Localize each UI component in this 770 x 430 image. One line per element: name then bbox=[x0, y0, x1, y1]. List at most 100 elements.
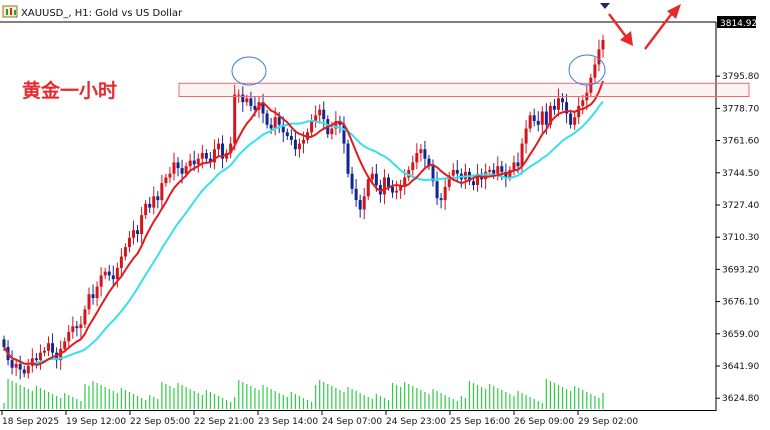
candle-body bbox=[172, 162, 176, 174]
candle bbox=[293, 130, 297, 157]
candle bbox=[217, 138, 221, 158]
candle bbox=[123, 243, 127, 261]
candle bbox=[18, 355, 22, 380]
candle bbox=[366, 175, 370, 201]
arrow-up-head bbox=[667, 4, 681, 19]
x-tick-label: 18 Sep 2025 bbox=[2, 417, 59, 427]
x-tick-label: 23 Sep 14:00 bbox=[258, 417, 318, 427]
candle-body bbox=[334, 120, 338, 129]
candle bbox=[342, 116, 346, 154]
candle-body bbox=[208, 158, 212, 163]
candle bbox=[127, 230, 131, 253]
candle-body bbox=[330, 128, 334, 135]
candle-body bbox=[26, 365, 30, 374]
candle-body bbox=[63, 341, 67, 349]
x-tick-label: 19 Sep 12:00 bbox=[66, 417, 126, 427]
candle bbox=[204, 149, 208, 163]
candle-body bbox=[492, 169, 496, 174]
annotation-text: 黄金一小时 bbox=[22, 79, 117, 102]
candle-body bbox=[528, 115, 532, 129]
x-tick-label: 29 Sep 02:00 bbox=[578, 417, 638, 427]
candle-body bbox=[407, 169, 411, 178]
candle-body bbox=[176, 162, 180, 169]
candle bbox=[415, 143, 419, 170]
candle bbox=[229, 136, 233, 159]
candle bbox=[354, 178, 358, 207]
candlesticks bbox=[2, 34, 605, 380]
candle-body bbox=[500, 166, 504, 172]
candle bbox=[241, 86, 245, 112]
x-tick-label: 24 Sep 23:00 bbox=[386, 417, 446, 427]
candle bbox=[59, 340, 63, 370]
candle-body bbox=[30, 358, 34, 366]
candle bbox=[14, 358, 18, 376]
candle-body bbox=[597, 49, 601, 65]
candle-body bbox=[314, 115, 318, 121]
candle bbox=[314, 105, 318, 128]
candle bbox=[480, 168, 484, 188]
candle-body bbox=[38, 352, 42, 361]
candle-body bbox=[536, 120, 540, 125]
candle bbox=[87, 287, 91, 315]
candle bbox=[431, 159, 435, 187]
candle bbox=[148, 197, 152, 213]
candle-body bbox=[471, 181, 475, 186]
candle bbox=[447, 171, 451, 191]
candle-body bbox=[200, 153, 204, 159]
candle-body bbox=[2, 339, 6, 347]
volume-bars bbox=[3, 379, 604, 409]
candle-body bbox=[289, 136, 293, 140]
candle-body bbox=[589, 77, 593, 93]
candle-body bbox=[524, 128, 528, 144]
candle-body bbox=[229, 143, 233, 154]
candle-body bbox=[520, 143, 524, 167]
candle-body bbox=[544, 111, 548, 125]
candle bbox=[140, 206, 144, 244]
candle-body bbox=[152, 196, 156, 208]
y-tick-label: 3744.50 bbox=[722, 169, 759, 179]
candle-body bbox=[184, 166, 188, 174]
candle-body bbox=[601, 40, 605, 50]
x-tick-label: 26 Sep 09:00 bbox=[514, 417, 574, 427]
candle bbox=[589, 73, 593, 97]
candle-body bbox=[245, 98, 249, 103]
candle-body bbox=[297, 143, 301, 150]
y-tick-label: 3761.60 bbox=[722, 137, 759, 147]
candle bbox=[391, 180, 395, 198]
candle-body bbox=[419, 149, 423, 154]
candle-body bbox=[233, 94, 237, 144]
candle bbox=[79, 316, 83, 338]
candle-body bbox=[265, 113, 269, 125]
last-bar-marker bbox=[600, 3, 610, 9]
candle bbox=[548, 102, 552, 129]
candle-body bbox=[83, 309, 87, 325]
candle bbox=[103, 267, 107, 280]
candle-body bbox=[225, 153, 229, 159]
candle bbox=[42, 346, 46, 357]
candle-body bbox=[10, 360, 14, 368]
candle-body bbox=[577, 105, 581, 118]
candle-body bbox=[415, 153, 419, 163]
candle-body bbox=[115, 267, 119, 280]
candle bbox=[107, 264, 111, 281]
candle-body bbox=[95, 286, 99, 299]
arrow-down-shaft bbox=[608, 13, 628, 39]
candle bbox=[358, 194, 362, 218]
candle bbox=[297, 138, 301, 158]
candle bbox=[164, 173, 168, 187]
candle-body bbox=[593, 64, 597, 78]
candle-body bbox=[67, 331, 71, 342]
candle-body bbox=[476, 173, 480, 186]
candle bbox=[176, 157, 180, 177]
y-tick-label: 3727.40 bbox=[722, 201, 759, 211]
candle-body bbox=[382, 177, 386, 195]
candle-body bbox=[370, 173, 374, 180]
candle-body bbox=[573, 117, 577, 125]
candle bbox=[508, 166, 512, 182]
candle-body bbox=[374, 173, 378, 186]
window-icon bbox=[2, 5, 18, 18]
candle-body bbox=[71, 326, 75, 332]
candle-body bbox=[455, 169, 459, 174]
candle-body bbox=[306, 132, 310, 140]
